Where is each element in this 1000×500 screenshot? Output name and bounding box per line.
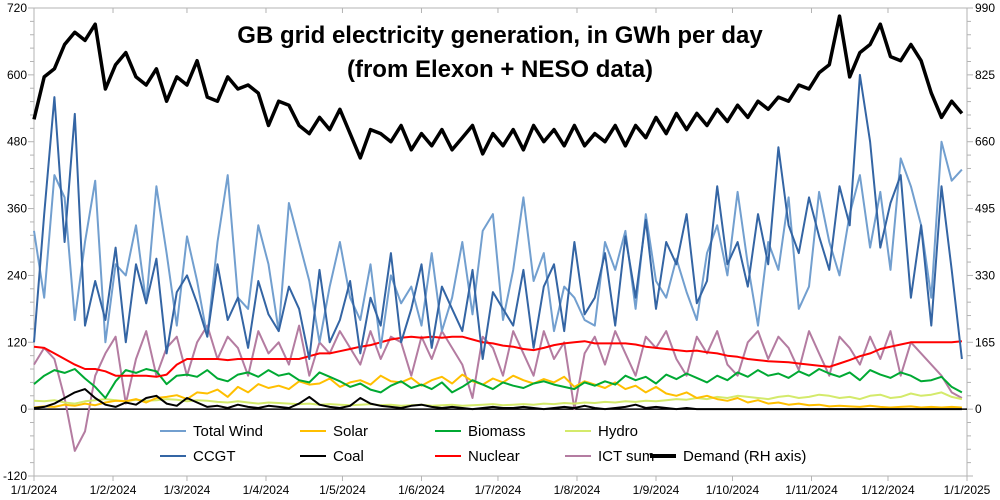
x-tick-label: 1/7/2024 xyxy=(475,483,522,497)
y-left-tick-label: 600 xyxy=(7,68,27,82)
series-lines xyxy=(32,14,964,452)
x-tick-label: 1/1/2024 xyxy=(11,483,58,497)
series-line-total-wind xyxy=(33,140,963,349)
legend-label: ICT sum xyxy=(598,448,654,465)
series-line-coal xyxy=(33,388,962,411)
x-tick-label: 1/1/2025 xyxy=(944,483,991,497)
legend-item: Hydro xyxy=(565,423,638,440)
y-left-tick-label: 720 xyxy=(7,1,27,15)
legend-label: Biomass xyxy=(468,423,526,440)
legend-label: Hydro xyxy=(598,423,638,440)
legend-item: CCGT xyxy=(160,448,236,465)
x-tick-label: 1/2/2024 xyxy=(90,483,137,497)
x-tick-label: 1/9/2024 xyxy=(633,483,680,497)
legend-item: Coal xyxy=(300,448,364,465)
x-tick-label: 1/6/2024 xyxy=(398,483,445,497)
legend: Total Wind Solar Biomass Hydro CCGT Coal Nucle… xyxy=(160,423,806,465)
axes: -120 0 120 240 360 480 600 720 0 165 330 495 660 825 9… xyxy=(3,1,995,497)
x-tick-label: 1/5/2024 xyxy=(319,483,366,497)
legend-label: Nuclear xyxy=(468,448,520,465)
legend-label: Solar xyxy=(333,423,368,440)
series-line-ccgt xyxy=(33,73,963,360)
y-right-tick-label: 0 xyxy=(975,402,982,416)
legend-item: Solar xyxy=(300,423,368,440)
legend-label: Total Wind xyxy=(193,423,263,440)
series-line-demand-rh-axis xyxy=(32,14,964,160)
x-tick-label: 1/12/2024 xyxy=(861,483,915,497)
y-right-tick-label: 165 xyxy=(975,335,995,349)
legend-item: Demand (RH axis) xyxy=(650,448,806,465)
series-line-nuclear xyxy=(33,335,963,378)
y-left-tick-label: 0 xyxy=(20,402,27,416)
legend-item: Nuclear xyxy=(435,448,520,465)
y-right-tick-label: 825 xyxy=(975,68,995,82)
x-tick-label: 1/10/2024 xyxy=(706,483,760,497)
y-left-tick-label: -120 xyxy=(3,469,27,483)
x-tick-label: 1/3/2024 xyxy=(164,483,211,497)
y-right-tick-label: 660 xyxy=(975,135,995,149)
y-right-tick-label: 990 xyxy=(975,1,995,15)
legend-item: ICT sum xyxy=(565,448,654,465)
legend-item: Total Wind xyxy=(160,423,263,440)
legend-label: Coal xyxy=(333,448,364,465)
x-tick-label: 1/11/2024 xyxy=(785,483,838,497)
y-right-tick-label: 330 xyxy=(975,268,995,282)
y-left-tick-label: 240 xyxy=(7,268,27,282)
y-left-tick-label: 120 xyxy=(7,335,27,349)
series-line-biomass xyxy=(33,368,963,399)
chart-title-line-2: (from Elexon + NESO data) xyxy=(347,56,653,83)
legend-label: Demand (RH axis) xyxy=(683,448,806,465)
y-left-tick-label: 480 xyxy=(7,135,27,149)
legend-label: CCGT xyxy=(193,448,236,465)
series-line-ict-sum xyxy=(33,324,963,452)
x-tick-label: 1/8/2024 xyxy=(554,483,601,497)
legend-item: Biomass xyxy=(435,423,526,440)
series-line-hydro xyxy=(33,391,963,407)
y-right-tick-label: 495 xyxy=(975,202,995,216)
chart-title-line-1: GB grid electricity generation, in GWh p… xyxy=(237,22,763,49)
x-tick-label: 1/4/2024 xyxy=(243,483,290,497)
y-left-tick-label: 360 xyxy=(7,202,27,216)
